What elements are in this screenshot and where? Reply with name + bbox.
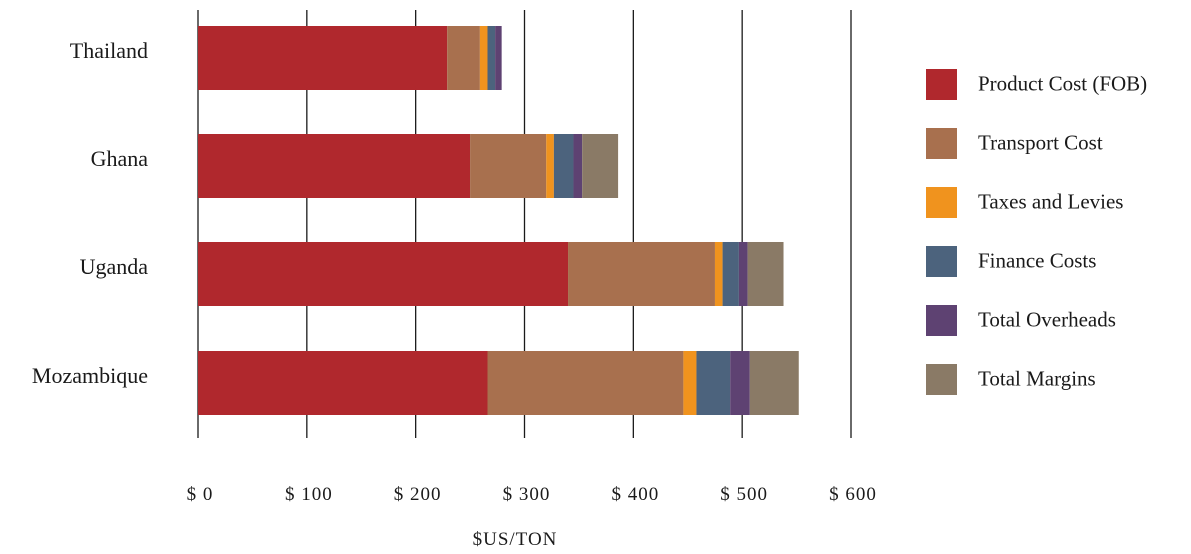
bar-segment: [738, 242, 748, 306]
bar-segment: [722, 242, 739, 306]
bar-segment: [573, 134, 583, 198]
bar-segment: [582, 134, 619, 198]
x-axis-title: $US/TON: [473, 529, 558, 550]
bar-segment: [568, 242, 715, 306]
bar-segment: [198, 351, 488, 415]
x-tick-label: $ 500: [720, 484, 768, 505]
bar-segment: [487, 26, 496, 90]
legend-swatch: [926, 69, 957, 100]
category-label: Ghana: [91, 146, 149, 171]
bar-segment: [479, 26, 488, 90]
bar-segment: [198, 26, 448, 90]
category-label: Mozambique: [32, 363, 148, 388]
x-tick-label: $ 300: [503, 484, 551, 505]
bar-segment: [683, 351, 697, 415]
legend-label: Finance Costs: [978, 248, 1096, 272]
legend-label: Product Cost (FOB): [978, 71, 1147, 95]
legend-swatch: [926, 305, 957, 336]
x-tick-label: $ 600: [829, 484, 877, 505]
bar-segment: [546, 134, 554, 198]
bar-segment: [447, 26, 480, 90]
legend-label: Transport Cost: [978, 130, 1103, 154]
x-tick-label: $ 200: [394, 484, 442, 505]
category-label: Uganda: [80, 254, 149, 279]
bar-segment: [714, 242, 723, 306]
category-labels: Thailand Ghana Uganda Mozambique: [32, 38, 148, 388]
x-tick-label: $ 0: [187, 484, 214, 505]
x-tick-labels: $ 0 $ 100 $ 200 $ 300 $ 400 $ 500 $ 600: [187, 484, 877, 505]
bar-segment: [487, 351, 684, 415]
bars: [198, 26, 799, 415]
bar-segment: [198, 242, 569, 306]
x-tick-label: $ 400: [611, 484, 659, 505]
bar-segment: [730, 351, 750, 415]
legend: Product Cost (FOB) Transport Cost Taxes an…: [926, 69, 1147, 395]
legend-label: Total Margins: [978, 366, 1096, 390]
legend-label: Total Overheads: [978, 307, 1116, 331]
legend-swatch: [926, 246, 957, 277]
legend-swatch: [926, 364, 957, 395]
legend-swatch: [926, 187, 957, 218]
category-label: Thailand: [70, 38, 148, 63]
bar-segment: [749, 351, 799, 415]
bar-segment: [198, 134, 471, 198]
bar-segment: [470, 134, 547, 198]
bar-segment: [696, 351, 731, 415]
bar-segment: [495, 26, 502, 90]
bar-segment: [553, 134, 574, 198]
x-tick-label: $ 100: [285, 484, 333, 505]
bar-segment: [747, 242, 784, 306]
legend-swatch: [926, 128, 957, 159]
legend-label: Taxes and Levies: [978, 189, 1123, 213]
